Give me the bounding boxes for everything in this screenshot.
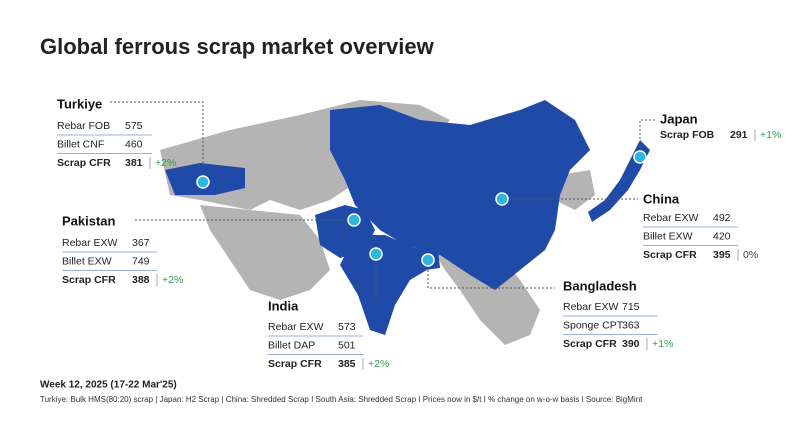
marker	[347, 213, 361, 227]
price-value: 492	[713, 212, 731, 224]
price-label: Scrap CFR	[268, 358, 322, 370]
price-value: 501	[338, 339, 356, 351]
price-change: +1%	[760, 129, 781, 141]
price-value: 395	[713, 249, 731, 261]
price-change: +2%	[368, 358, 389, 370]
price-label: Rebar FOB	[57, 120, 110, 132]
marker	[196, 175, 210, 189]
country-name: Pakistan	[62, 213, 116, 228]
map	[110, 100, 655, 345]
price-label: Billet EXW	[62, 255, 112, 267]
price-change: +2%	[162, 274, 183, 286]
price-label: Rebar EXW	[643, 212, 699, 224]
price-label: Rebar EXW	[62, 237, 118, 249]
marker	[633, 150, 647, 164]
price-value: 291	[730, 129, 748, 141]
price-label: Scrap CFR	[563, 338, 617, 350]
price-label: Billet DAP	[268, 339, 315, 351]
price-value: 381	[125, 157, 143, 169]
marker	[495, 192, 509, 206]
price-value: 388	[132, 274, 150, 286]
price-label: Scrap CFR	[57, 157, 111, 169]
footer-week: Week 12, 2025 (17-22 Mar'25)	[40, 380, 177, 391]
leader-line	[110, 101, 204, 180]
price-change: 0%	[743, 249, 758, 261]
country-name: China	[643, 191, 680, 206]
country-name: Bangladesh	[563, 278, 637, 293]
land	[200, 205, 330, 300]
price-value: 460	[125, 138, 143, 150]
price-label: Scrap FOB	[660, 129, 715, 141]
price-value: 575	[125, 120, 143, 132]
india	[340, 235, 440, 335]
leader-line	[639, 119, 655, 155]
price-value: 573	[338, 321, 356, 333]
footer-note: Turkiye: Bulk HMS(80:20) scrap | Japan: …	[40, 395, 643, 404]
price-label: Rebar EXW	[268, 321, 324, 333]
price-value: 749	[132, 255, 150, 267]
country-name: Japan	[660, 111, 698, 126]
price-label: Billet EXW	[643, 230, 693, 242]
price-label: Scrap CFR	[643, 249, 697, 261]
marker	[369, 247, 383, 261]
price-value: 715	[622, 301, 640, 313]
price-label: Billet CNF	[57, 138, 104, 150]
country-name: Turkiye	[57, 96, 102, 111]
china	[330, 100, 590, 290]
price-change: +2%	[155, 157, 176, 169]
price-value: 390	[622, 338, 640, 350]
price-change: +1%	[652, 338, 673, 350]
marker	[421, 253, 435, 267]
title: Global ferrous scrap market overview	[40, 34, 435, 59]
price-value: 367	[132, 237, 150, 249]
leader-line	[427, 262, 555, 289]
country-name: India	[268, 298, 299, 313]
price-value: 363	[622, 319, 640, 331]
price-label: Rebar EXW	[563, 301, 619, 313]
price-label: Scrap CFR	[62, 274, 116, 286]
price-label: Sponge CPT	[563, 319, 624, 331]
price-value: 385	[338, 358, 356, 370]
price-value: 420	[713, 230, 731, 242]
